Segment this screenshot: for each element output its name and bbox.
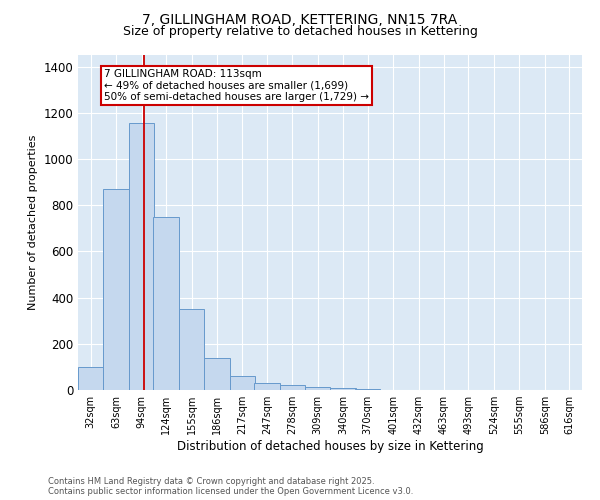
Bar	[230, 376, 255, 390]
Bar	[129, 123, 154, 390]
Bar	[280, 386, 305, 390]
Bar	[154, 216, 179, 390]
Text: 7 GILLINGHAM ROAD: 113sqm
← 49% of detached houses are smaller (1,699)
50% of se: 7 GILLINGHAM ROAD: 113sqm ← 49% of detac…	[104, 69, 369, 102]
Bar	[103, 189, 129, 390]
Bar	[78, 367, 103, 390]
Bar	[179, 309, 204, 390]
Text: 7, GILLINGHAM ROAD, KETTERING, NN15 7RA: 7, GILLINGHAM ROAD, KETTERING, NN15 7RA	[142, 12, 458, 26]
Bar	[204, 358, 230, 390]
Y-axis label: Number of detached properties: Number of detached properties	[28, 135, 38, 310]
Text: Contains HM Land Registry data © Crown copyright and database right 2025.
Contai: Contains HM Land Registry data © Crown c…	[48, 476, 413, 496]
X-axis label: Distribution of detached houses by size in Kettering: Distribution of detached houses by size …	[176, 440, 484, 453]
Bar	[254, 383, 280, 390]
Text: Size of property relative to detached houses in Kettering: Size of property relative to detached ho…	[122, 25, 478, 38]
Bar	[305, 386, 331, 390]
Bar	[331, 388, 356, 390]
Bar	[355, 389, 380, 390]
